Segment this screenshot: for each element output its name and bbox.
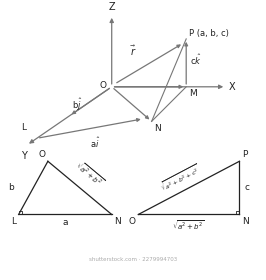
Text: O: O bbox=[38, 150, 45, 158]
Text: Y: Y bbox=[21, 151, 27, 161]
Text: c$\hat{k}$: c$\hat{k}$ bbox=[190, 53, 202, 67]
Text: O: O bbox=[129, 217, 136, 226]
Text: $\vec{r}$: $\vec{r}$ bbox=[130, 43, 136, 58]
Text: P: P bbox=[242, 150, 247, 158]
Text: shutterstock.com · 2279994703: shutterstock.com · 2279994703 bbox=[89, 257, 177, 262]
Text: N: N bbox=[242, 217, 249, 226]
Text: c: c bbox=[244, 183, 249, 192]
Text: b$\hat{j}$: b$\hat{j}$ bbox=[72, 96, 82, 113]
Text: a$\hat{i}$: a$\hat{i}$ bbox=[90, 135, 101, 150]
Text: a: a bbox=[63, 218, 68, 227]
Text: $\sqrt{a^2+b^2+c^2}$: $\sqrt{a^2+b^2+c^2}$ bbox=[158, 162, 203, 194]
Text: b: b bbox=[8, 183, 14, 192]
Text: O: O bbox=[99, 81, 106, 90]
Text: $\sqrt{a^2+b^2}$: $\sqrt{a^2+b^2}$ bbox=[72, 158, 107, 190]
Text: P (a, b, c): P (a, b, c) bbox=[189, 29, 229, 38]
Text: X: X bbox=[229, 82, 235, 92]
Text: $\sqrt{a^2+b^2}$: $\sqrt{a^2+b^2}$ bbox=[172, 218, 205, 232]
Text: L: L bbox=[11, 217, 16, 226]
Text: Z: Z bbox=[109, 2, 115, 12]
Text: N: N bbox=[114, 217, 121, 226]
Text: M: M bbox=[189, 90, 197, 99]
Text: L: L bbox=[22, 123, 27, 132]
Text: N: N bbox=[154, 124, 161, 133]
